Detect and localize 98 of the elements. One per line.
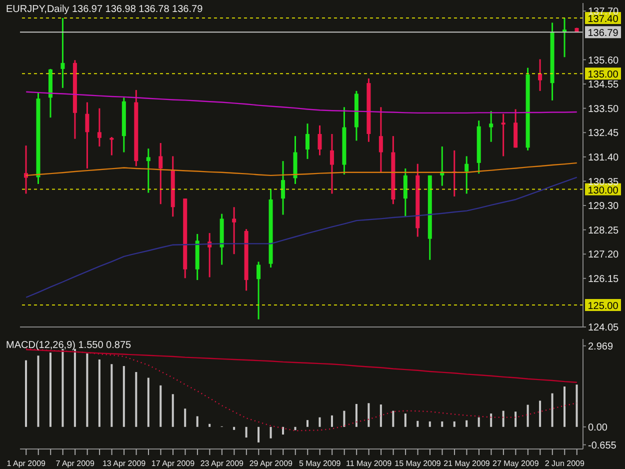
candlestick bbox=[85, 102, 90, 170]
candlestick bbox=[306, 122, 310, 160]
y-tick-label: 132.45 bbox=[588, 128, 620, 140]
ref-line-label: 130.00 bbox=[588, 185, 619, 196]
y-tick-label: 129.30 bbox=[588, 201, 620, 212]
y-tick-label: 0.00 bbox=[588, 422, 608, 434]
bar bbox=[428, 421, 431, 427]
chart-title: MACD(12,26,9) 1.550 0.875 bbox=[6, 340, 132, 351]
y-tick-label: 135.60 bbox=[588, 55, 620, 66]
y-tick-label: 134.55 bbox=[588, 80, 620, 91]
candlestick bbox=[403, 168, 408, 218]
bar bbox=[502, 410, 504, 427]
y-tick-label: 2.969 bbox=[588, 341, 614, 352]
y-tick-label: 124.05 bbox=[588, 322, 620, 334]
y-tick-label: 126.15 bbox=[588, 274, 620, 285]
bar bbox=[258, 426, 260, 442]
bar bbox=[355, 404, 358, 427]
x-tick-label: 2 Jun 2009 bbox=[544, 459, 585, 468]
candlestick bbox=[232, 206, 236, 255]
x-tick-label: 21 May 2009 bbox=[444, 459, 490, 468]
line-series bbox=[26, 349, 578, 383]
x-tick-label: 7 Apr 2009 bbox=[56, 459, 95, 468]
bar bbox=[196, 416, 198, 427]
bar bbox=[526, 404, 529, 427]
bar bbox=[25, 360, 27, 427]
bar bbox=[368, 403, 370, 427]
bar bbox=[172, 394, 174, 427]
candlestick bbox=[318, 124, 322, 156]
line-series bbox=[26, 176, 578, 298]
chart-title: EURJPY,Daily 136.97 136.98 136.78 136.79 bbox=[6, 4, 203, 15]
candlestick bbox=[110, 136, 114, 156]
candlestick bbox=[256, 260, 261, 320]
x-tick-label: 17 Apr 2009 bbox=[151, 459, 196, 468]
bar bbox=[416, 420, 419, 427]
candlestick bbox=[538, 58, 542, 92]
bar bbox=[160, 385, 162, 427]
bar bbox=[122, 366, 125, 427]
bar bbox=[270, 426, 272, 438]
bar bbox=[147, 378, 150, 427]
x-tick-label: 1 Apr 2009 bbox=[6, 459, 46, 468]
x-tick-label: 23 Apr 2009 bbox=[200, 459, 244, 468]
line-series bbox=[26, 91, 578, 114]
bar bbox=[208, 424, 211, 427]
bar bbox=[49, 352, 52, 427]
line-series bbox=[26, 162, 578, 176]
bar bbox=[330, 415, 333, 427]
y-tick-label: 127.20 bbox=[588, 250, 620, 261]
x-tick-label: 27 May 2009 bbox=[492, 459, 540, 468]
bar bbox=[343, 410, 346, 427]
candlestick bbox=[146, 148, 150, 194]
bar bbox=[282, 426, 284, 435]
bar bbox=[37, 356, 40, 427]
x-tick-label: 15 May 2009 bbox=[394, 459, 442, 468]
bar bbox=[478, 417, 480, 427]
candlestick bbox=[378, 106, 383, 174]
bar bbox=[466, 420, 468, 427]
bar bbox=[184, 408, 186, 427]
x-tick-label: 5 May 2009 bbox=[298, 459, 342, 468]
ref-line-label: 125.00 bbox=[588, 301, 619, 312]
bar bbox=[74, 348, 76, 427]
bar bbox=[404, 414, 406, 427]
ref-line-label: 135.00 bbox=[588, 70, 619, 81]
bar bbox=[98, 359, 100, 427]
x-tick-label: 13 Apr 2009 bbox=[102, 459, 146, 468]
bar bbox=[62, 348, 64, 427]
bar bbox=[135, 372, 138, 427]
bar bbox=[318, 417, 321, 427]
x-tick-label: 11 May 2009 bbox=[346, 459, 392, 468]
x-tick-label: 29 Apr 2009 bbox=[249, 459, 294, 468]
candlestick bbox=[281, 160, 286, 216]
bar bbox=[233, 426, 236, 430]
candlestick bbox=[464, 155, 469, 194]
bar bbox=[564, 386, 566, 427]
candlestick bbox=[330, 133, 334, 194]
bar bbox=[294, 426, 296, 430]
bar bbox=[539, 400, 542, 427]
bar bbox=[110, 364, 113, 427]
candlestick bbox=[60, 17, 65, 89]
y-tick-label: -0.655 bbox=[588, 440, 617, 452]
bar bbox=[86, 353, 88, 427]
bar bbox=[306, 420, 308, 427]
y-tick-label: 131.40 bbox=[588, 152, 620, 164]
bar bbox=[551, 393, 554, 427]
candlestick bbox=[489, 110, 494, 143]
bar bbox=[441, 421, 444, 427]
bar bbox=[576, 384, 578, 427]
bar bbox=[245, 426, 248, 438]
bar bbox=[392, 410, 394, 427]
candlestick bbox=[97, 108, 102, 148]
y-tick-label: 128.25 bbox=[588, 225, 620, 236]
bar bbox=[453, 421, 456, 427]
bar bbox=[490, 414, 492, 427]
bar bbox=[380, 404, 382, 427]
y-tick-label: 133.50 bbox=[588, 104, 620, 115]
candlestick bbox=[501, 113, 506, 157]
ref-line-label: 136.79 bbox=[588, 28, 619, 40]
candlestick bbox=[158, 142, 163, 205]
bar bbox=[514, 412, 517, 427]
